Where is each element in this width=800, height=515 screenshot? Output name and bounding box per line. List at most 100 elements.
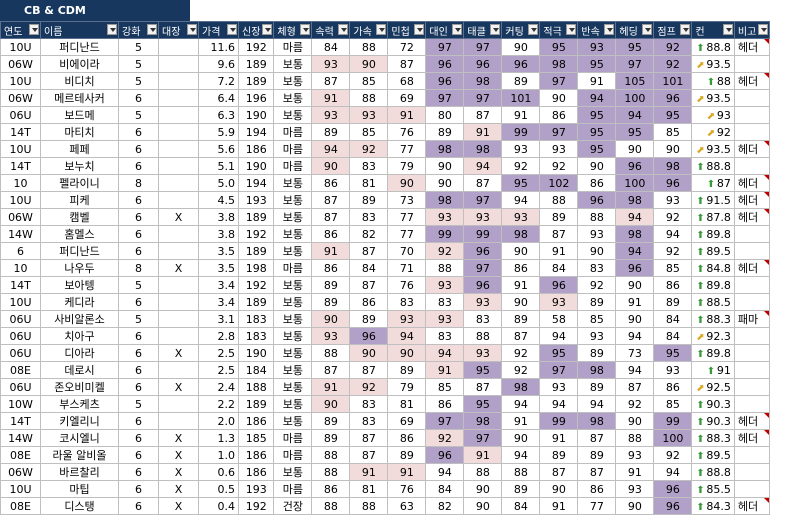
stat-cell[interactable]: 94	[501, 395, 541, 413]
note-cell[interactable]: 헤더	[733, 429, 771, 447]
note-cell[interactable]: 헤더	[733, 140, 771, 158]
enhance-cell[interactable]: 5	[118, 72, 159, 90]
stat-cell[interactable]: 92	[501, 344, 541, 362]
con-cell[interactable]: ⬈ 93.5	[691, 55, 735, 73]
year-cell[interactable]: 10U	[0, 72, 41, 90]
stat-cell[interactable]: 90	[463, 497, 503, 515]
stat-cell[interactable]: 97	[463, 259, 503, 277]
con-cell[interactable]: ⬆ 88.8	[691, 157, 735, 175]
stat-cell[interactable]: 93	[615, 446, 655, 464]
stat-cell[interactable]: 97	[539, 361, 579, 379]
stat-cell[interactable]: 94	[615, 208, 655, 226]
stat-cell[interactable]: 93	[539, 140, 579, 158]
stat-cell[interactable]: 87	[615, 378, 655, 396]
column-header-13[interactable]: 적극	[539, 21, 579, 39]
name-cell[interactable]: 나우두	[40, 259, 119, 277]
stat-cell[interactable]: 84	[501, 497, 541, 515]
stat-cell[interactable]: 95	[501, 174, 541, 192]
year-cell[interactable]: 10U	[0, 191, 41, 209]
year-cell[interactable]: 10U	[0, 140, 41, 158]
stat-cell[interactable]: 93	[311, 327, 351, 345]
stat-cell[interactable]: 92	[349, 140, 389, 158]
stat-cell[interactable]: 98	[463, 412, 503, 430]
price-cell[interactable]: 5.6	[198, 140, 239, 158]
stat-cell[interactable]: 89	[387, 361, 427, 379]
price-cell[interactable]: 6.3	[198, 106, 239, 124]
stat-cell[interactable]: 77	[387, 208, 427, 226]
stat-cell[interactable]: 90	[311, 157, 351, 175]
stat-cell[interactable]: 92	[425, 429, 465, 447]
stat-cell[interactable]: 89	[577, 344, 617, 362]
name-cell[interactable]: 디아라	[40, 344, 119, 362]
height-cell[interactable]: 189	[237, 72, 275, 90]
captain-cell[interactable]	[158, 361, 199, 379]
stat-cell[interactable]: 98	[577, 412, 617, 430]
price-cell[interactable]: 0.6	[198, 463, 239, 481]
enhance-cell[interactable]: 5	[118, 38, 159, 56]
stat-cell[interactable]: 83	[425, 293, 465, 311]
stat-cell[interactable]: 76	[387, 123, 427, 141]
stat-cell[interactable]: 90	[615, 276, 655, 294]
enhance-cell[interactable]: 5	[118, 276, 159, 294]
note-cell[interactable]	[733, 242, 771, 260]
height-cell[interactable]: 194	[237, 174, 275, 192]
year-cell[interactable]: 10U	[0, 38, 41, 56]
note-cell[interactable]	[733, 89, 771, 107]
filter-dropdown-icon[interactable]	[414, 24, 425, 35]
price-cell[interactable]: 0.5	[198, 480, 239, 498]
stat-cell[interactable]: 88	[349, 89, 389, 107]
note-cell[interactable]	[733, 327, 771, 345]
stat-cell[interactable]: 97	[463, 38, 503, 56]
stat-cell[interactable]: 91	[539, 429, 579, 447]
height-cell[interactable]: 190	[237, 157, 275, 175]
stat-cell[interactable]: 92	[653, 55, 693, 73]
stat-cell[interactable]: 87	[463, 174, 503, 192]
captain-cell[interactable]: X	[158, 497, 199, 515]
name-cell[interactable]: 페페	[40, 140, 119, 158]
stat-cell[interactable]: 93	[501, 140, 541, 158]
filter-dropdown-icon[interactable]	[29, 24, 39, 35]
note-cell[interactable]: 패마	[733, 310, 771, 328]
year-cell[interactable]: 08E	[0, 361, 41, 379]
stat-cell[interactable]: 72	[387, 38, 427, 56]
con-cell[interactable]: ⬈ 92.5	[691, 378, 735, 396]
name-cell[interactable]: 비디치	[40, 72, 119, 90]
stat-cell[interactable]: 92	[349, 378, 389, 396]
stat-cell[interactable]: 79	[387, 378, 427, 396]
year-cell[interactable]: 06U	[0, 378, 41, 396]
name-cell[interactable]: 보드메	[40, 106, 119, 124]
stat-cell[interactable]: 86	[311, 259, 351, 277]
stat-cell[interactable]: 89	[653, 293, 693, 311]
stat-cell[interactable]: 99	[501, 123, 541, 141]
stat-cell[interactable]: 93	[539, 378, 579, 396]
filter-dropdown-icon[interactable]	[187, 24, 197, 35]
stat-cell[interactable]: 90	[501, 38, 541, 56]
stat-cell[interactable]: 85	[653, 395, 693, 413]
price-cell[interactable]: 3.4	[198, 276, 239, 294]
height-cell[interactable]: 189	[237, 55, 275, 73]
name-cell[interactable]: 마티치	[40, 123, 119, 141]
stat-cell[interactable]: 87	[349, 276, 389, 294]
stat-cell[interactable]: 92	[653, 38, 693, 56]
column-header-3[interactable]: 대장	[158, 21, 199, 39]
stat-cell[interactable]: 94	[615, 327, 655, 345]
column-header-1[interactable]: 이름	[40, 21, 119, 39]
stat-cell[interactable]: 88	[577, 208, 617, 226]
stat-cell[interactable]: 86	[425, 395, 465, 413]
height-cell[interactable]: 192	[237, 276, 275, 294]
stat-cell[interactable]: 92	[653, 446, 693, 464]
stat-cell[interactable]: 93	[425, 276, 465, 294]
note-cell[interactable]	[733, 480, 771, 498]
stat-cell[interactable]: 93	[387, 310, 427, 328]
captain-cell[interactable]	[158, 327, 199, 345]
stat-cell[interactable]: 97	[463, 191, 503, 209]
stat-cell[interactable]: 91	[501, 106, 541, 124]
enhance-cell[interactable]: 6	[118, 293, 159, 311]
stat-cell[interactable]: 90	[463, 480, 503, 498]
stat-cell[interactable]: 93	[653, 191, 693, 209]
year-cell[interactable]: 14T	[0, 412, 41, 430]
height-cell[interactable]: 186	[237, 446, 275, 464]
con-cell[interactable]: ⬆ 87.8	[691, 208, 735, 226]
name-cell[interactable]: 비에이라	[40, 55, 119, 73]
stat-cell[interactable]: 87	[349, 242, 389, 260]
